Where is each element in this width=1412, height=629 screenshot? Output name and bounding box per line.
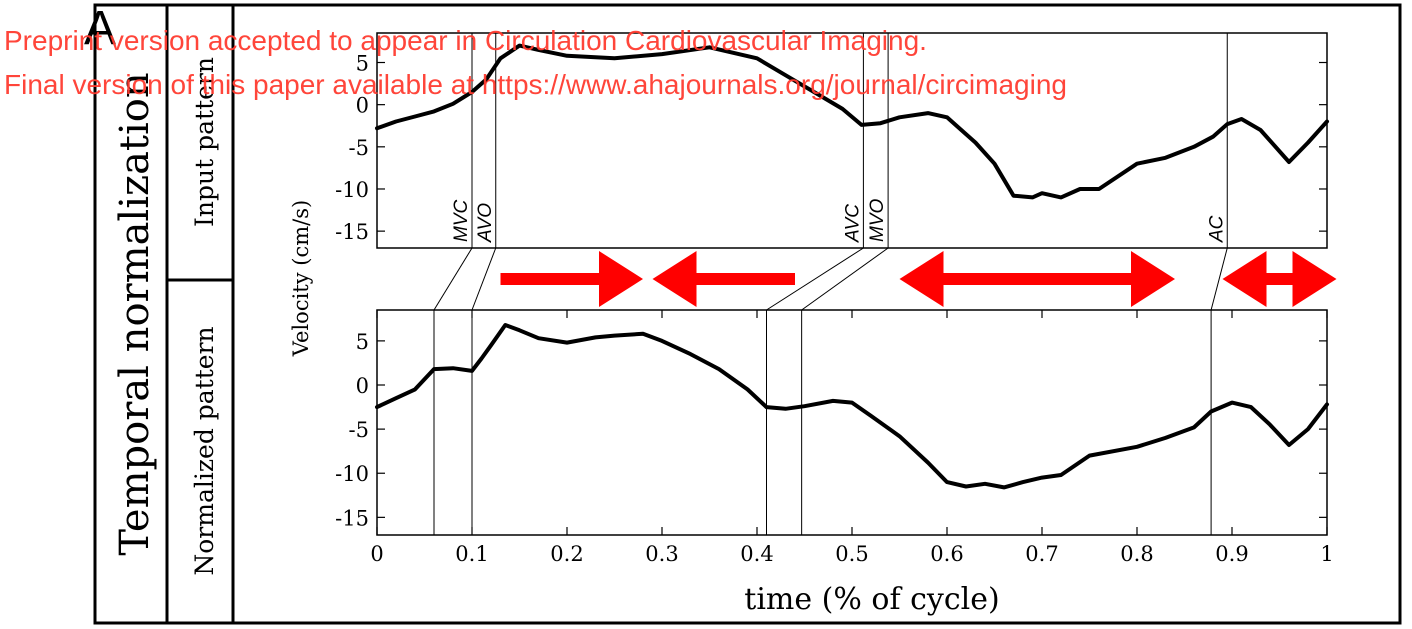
event-label-ac: AC (1206, 215, 1227, 243)
bottom-xtick-label: 0.4 (740, 542, 773, 566)
row-title: Temporal normalization (112, 72, 158, 555)
event-label-avc: AVC (842, 204, 863, 243)
y-axis-label: Velocity (cm/s) (289, 200, 313, 357)
top-ytick-label: -5 (349, 136, 369, 160)
input-pattern-label: Input pattern (190, 57, 219, 227)
bottom-ytick-label: 5 (356, 330, 369, 354)
event-label-mvc: MVC (451, 200, 472, 243)
event-label-mvo: MVO (867, 199, 888, 243)
arrow-right-1 (500, 251, 643, 307)
event-connector (1210, 247, 1228, 311)
outer-frame (93, 3, 1402, 625)
top-ytick-label: 0 (356, 94, 369, 118)
bottom-xtick-label: 0.2 (550, 542, 583, 566)
watermark-line-1: Preprint version accepted to appear in C… (4, 25, 927, 56)
event-connector (471, 247, 497, 311)
top-velocity-line (375, 43, 1329, 200)
bottom-ytick-label: -15 (335, 506, 369, 530)
bottom-xtick-label: 0.7 (1025, 542, 1058, 566)
bottom-xtick-label: 0.8 (1120, 542, 1153, 566)
bottom-xtick-label: 0.3 (645, 542, 678, 566)
bottom-ytick-label: -5 (349, 418, 369, 442)
bottom-xtick-label: 1 (1320, 542, 1333, 566)
top-plot: 5 0 -5 -10 -15 MVC AVO AVC MVO AC (335, 33, 1329, 248)
normalized-pattern-label: Normalized pattern (190, 326, 219, 575)
top-ytick-label: 5 (356, 52, 369, 76)
watermark-line-2: Final version of this paper available at… (4, 69, 1067, 100)
top-plot-frame (376, 32, 1328, 249)
bottom-xtick-label: 0.9 (1215, 542, 1248, 566)
bottom-ytick-label: -10 (335, 462, 369, 486)
event-label-avo: AVO (475, 203, 496, 243)
bottom-plot-frame (376, 309, 1328, 536)
event-connector (433, 247, 473, 311)
bottom-ytick-label: 0 (356, 374, 369, 398)
bottom-xtick-label: 0.5 (835, 542, 868, 566)
panel-letter: A (84, 2, 116, 55)
arrow-left-2 (652, 251, 795, 307)
bottom-xtick-label: 0 (370, 542, 383, 566)
bottom-velocity-line (375, 323, 1329, 490)
bottom-xtick-label: 0.6 (930, 542, 963, 566)
event-connector (766, 247, 864, 311)
x-axis-label: time (% of cycle) (744, 582, 999, 617)
event-connectors (433, 247, 1228, 311)
event-connector (801, 247, 889, 311)
bottom-xtick-label: 0.1 (455, 542, 488, 566)
top-ytick-label: -10 (335, 178, 369, 202)
top-ytick-label: -15 (335, 220, 369, 244)
arrow-both-3 (899, 251, 1175, 307)
bottom-plot: 50-5-10-150 0.1 0.2 0.3 0.4 0.5 0.6 0.7 0.8 0.9 1 (335, 310, 1334, 566)
stretch-arrows (500, 251, 1337, 307)
arrow-both-4 (1222, 251, 1337, 307)
